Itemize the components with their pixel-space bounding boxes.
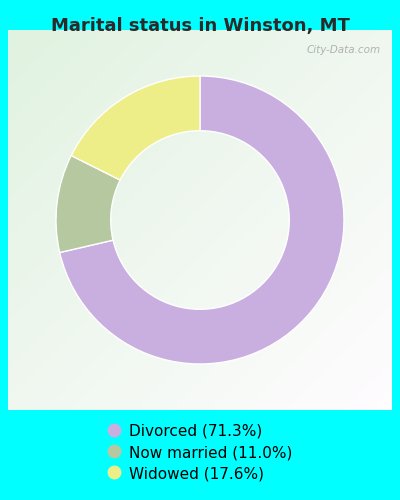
Wedge shape <box>60 76 344 364</box>
Wedge shape <box>71 76 200 180</box>
Text: City-Data.com: City-Data.com <box>306 45 380 55</box>
Legend: Divorced (71.3%), Now married (11.0%), Widowed (17.6%): Divorced (71.3%), Now married (11.0%), W… <box>100 416 300 489</box>
Text: Marital status in Winston, MT: Marital status in Winston, MT <box>50 18 350 36</box>
Wedge shape <box>56 156 120 252</box>
